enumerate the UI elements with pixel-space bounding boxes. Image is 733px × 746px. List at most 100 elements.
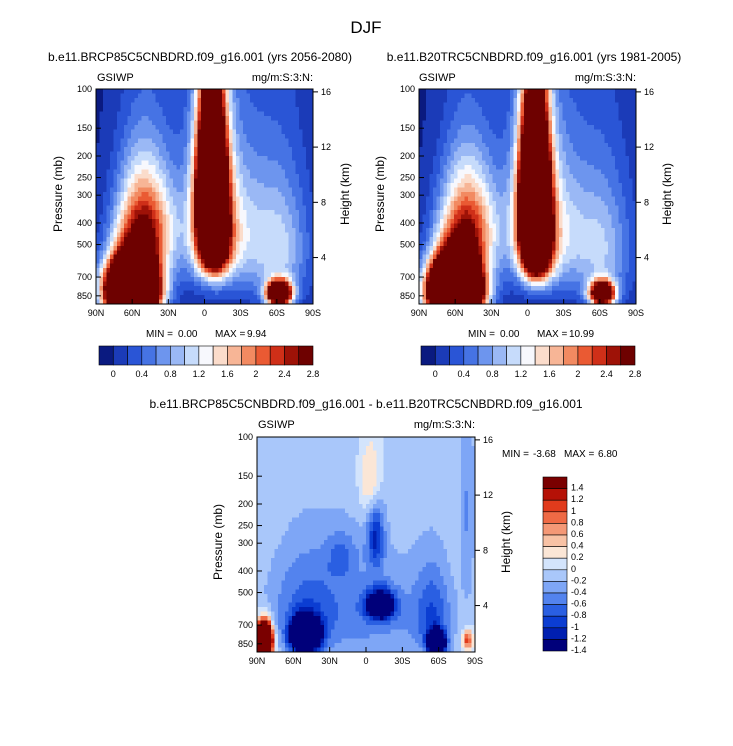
heatmap-cell — [443, 102, 448, 108]
heatmap-cell — [180, 115, 185, 121]
heatmap-cell — [124, 115, 129, 121]
heatmap-cell — [471, 156, 476, 162]
heatmap-cell — [299, 192, 304, 198]
heatmap-cell — [278, 97, 283, 104]
heatmap-cell — [225, 281, 230, 287]
heatmap-cell — [433, 214, 438, 220]
heatmap-cell — [555, 115, 560, 121]
heatmap-cell — [152, 138, 157, 144]
heatmap-cell — [176, 93, 181, 99]
heatmap-cell — [482, 106, 487, 112]
colorbar-swatch — [141, 345, 157, 366]
heatmap-cell — [464, 192, 469, 198]
heatmap-cell — [548, 281, 553, 287]
heatmap-cell — [113, 268, 118, 274]
heatmap-cell — [134, 281, 139, 287]
heatmap-cell — [524, 120, 529, 126]
heatmap-cell — [117, 268, 122, 274]
heatmap-cell — [183, 142, 188, 148]
y-right-tick-label: 8 — [321, 197, 326, 207]
heatmap-cell — [183, 299, 188, 305]
heatmap-cell — [450, 115, 455, 121]
heatmap-cell — [106, 259, 111, 265]
heatmap-cell — [127, 200, 132, 207]
heatmap-cell — [559, 142, 564, 148]
heatmap-cell — [426, 272, 431, 278]
heatmap-cell — [169, 227, 174, 233]
heatmap-cell — [485, 227, 490, 233]
heatmap-cell — [204, 268, 209, 274]
heatmap-cell — [274, 102, 279, 108]
heatmap-cell — [120, 209, 125, 216]
heatmap-cell — [106, 232, 111, 238]
heatmap-cell — [176, 254, 181, 260]
heatmap-cell — [215, 214, 220, 220]
heatmap-cell — [106, 254, 111, 260]
heatmap-cell — [204, 102, 209, 108]
heatmap-cell — [555, 102, 560, 108]
heatmap-cell — [110, 286, 115, 292]
heatmap-cell — [288, 115, 293, 121]
heatmap-cell — [267, 218, 272, 224]
heatmap-cell — [99, 156, 104, 162]
heatmap-cell — [513, 129, 518, 135]
heatmap-cell — [173, 142, 178, 148]
heatmap-cell — [436, 209, 441, 216]
heatmap-cell — [148, 259, 153, 265]
heatmap-cell — [236, 120, 241, 126]
heatmap-cell — [461, 209, 466, 216]
heatmap-cell — [183, 102, 188, 108]
heatmap-cell — [292, 227, 297, 233]
heatmap-cell — [106, 160, 111, 166]
heatmap-cell — [180, 120, 185, 126]
heatmap-cell — [215, 196, 220, 202]
heatmap-cell — [194, 286, 199, 292]
heatmap-cell — [510, 115, 515, 121]
heatmap-cell — [281, 214, 286, 220]
heatmap-cell — [166, 250, 171, 256]
heatmap-cell — [288, 169, 293, 175]
heatmap-cell — [306, 281, 311, 287]
heatmap-cell — [229, 232, 234, 238]
heatmap-cell — [517, 236, 522, 242]
heatmap-cell — [510, 236, 515, 242]
heatmap-cell — [306, 106, 311, 112]
heatmap-cell — [155, 218, 160, 224]
heatmap-cell — [468, 218, 473, 224]
heatmap-cell — [559, 133, 564, 139]
heatmap-cell — [302, 205, 307, 211]
heatmap-cell — [260, 174, 265, 180]
heatmap-cell — [148, 263, 153, 269]
heatmap-cell — [524, 133, 529, 139]
heatmap-cell — [169, 214, 174, 220]
heatmap-cell — [271, 250, 276, 256]
heatmap-cell — [471, 192, 476, 198]
heatmap-cell — [285, 241, 290, 247]
heatmap-cell — [489, 183, 494, 189]
heatmap-cell — [520, 272, 525, 278]
heatmap-cell — [274, 290, 279, 296]
heatmap-cell — [120, 227, 125, 233]
heatmap-cell — [489, 192, 494, 198]
heatmap-cell — [180, 151, 185, 157]
heatmap-cell — [429, 138, 434, 144]
heatmap-cell — [306, 160, 311, 166]
heatmap-cell — [176, 268, 181, 274]
heatmap-cell — [124, 232, 129, 238]
heatmap-cell — [183, 227, 188, 233]
heatmap-cell — [461, 178, 466, 184]
heatmap-cell — [295, 151, 300, 157]
heatmap-cell — [103, 227, 108, 233]
heatmap-cell — [419, 89, 424, 95]
heatmap-cell — [243, 232, 248, 238]
heatmap-cell — [450, 138, 455, 144]
heatmap-cell — [201, 299, 206, 305]
heatmap-cell — [162, 295, 167, 301]
heatmap-cell — [169, 120, 174, 126]
heatmap-cell — [253, 169, 258, 175]
heatmap-cell — [215, 290, 220, 296]
heatmap-cell — [468, 142, 473, 148]
heatmap-cell — [232, 97, 237, 104]
heatmap-cell — [176, 156, 181, 162]
heatmap-cell — [113, 286, 118, 292]
